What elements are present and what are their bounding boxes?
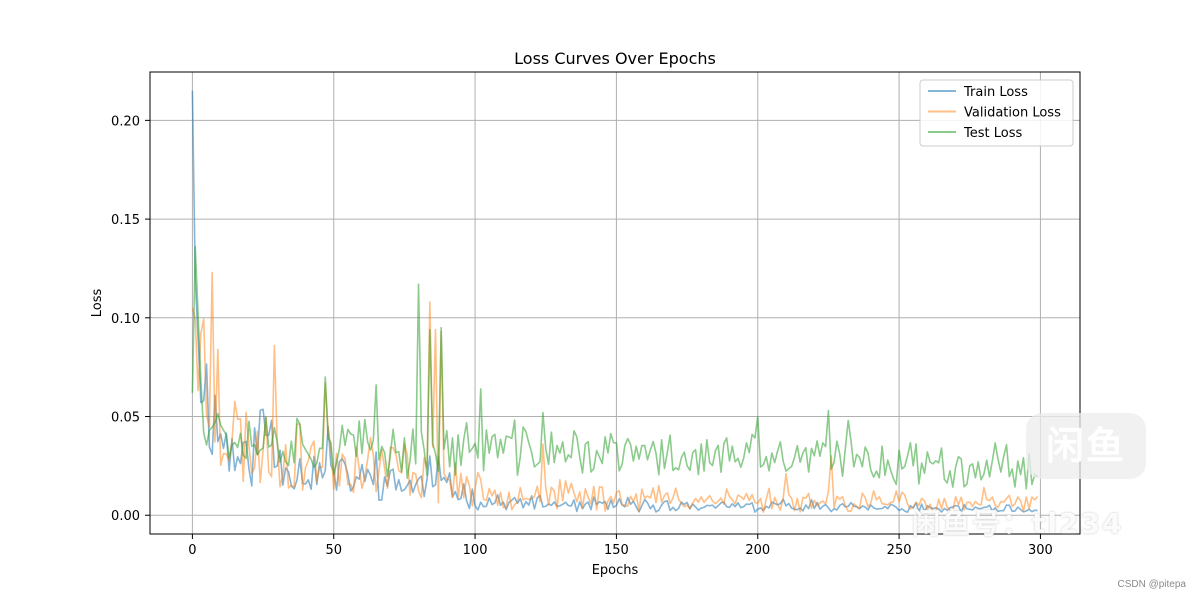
x-tick-label: 100: [463, 543, 488, 558]
y-tick-label: 0.00: [111, 509, 140, 524]
x-axis-ticks: 0 50 100 150 200 250 300: [188, 534, 1053, 558]
watermark-badge-id: 闲鱼号：tl234: [912, 507, 1124, 540]
legend-label: Test Loss: [963, 126, 1022, 141]
legend-box: [919, 79, 1074, 147]
chart-title: Loss Curves Over Epochs: [514, 49, 716, 68]
legend: Train Loss Validation Loss Test Loss: [919, 79, 1074, 147]
series-layer: [191, 90, 1039, 514]
y-tick-label: 0.05: [111, 411, 140, 426]
x-tick-label: 50: [325, 543, 342, 558]
grid-layer: [150, 72, 1080, 534]
watermark-badge-logo: 闲鱼: [1026, 413, 1146, 479]
x-tick-label: 150: [604, 543, 629, 558]
y-axis-label: Loss: [90, 289, 105, 318]
x-tick-label: 250: [887, 543, 912, 558]
y-tick-label: 0.20: [111, 114, 140, 129]
series-line: [191, 271, 1039, 514]
x-axis-label: Epochs: [592, 563, 639, 578]
legend-label: Train Loss: [963, 85, 1028, 100]
x-tick-label: 200: [745, 543, 770, 558]
legend-label: Validation Loss: [964, 106, 1061, 121]
x-tick-label: 300: [1028, 543, 1053, 558]
plot-frame: [149, 71, 1081, 535]
y-axis-ticks: 0.00 0.05 0.10 0.15 0.20: [111, 114, 150, 524]
series-line: [191, 245, 1039, 490]
y-tick-label: 0.15: [111, 213, 140, 228]
y-tick-label: 0.10: [111, 312, 140, 327]
x-tick-label: 0: [188, 543, 196, 558]
csdn-watermark: CSDN @pitepa: [1117, 579, 1186, 590]
